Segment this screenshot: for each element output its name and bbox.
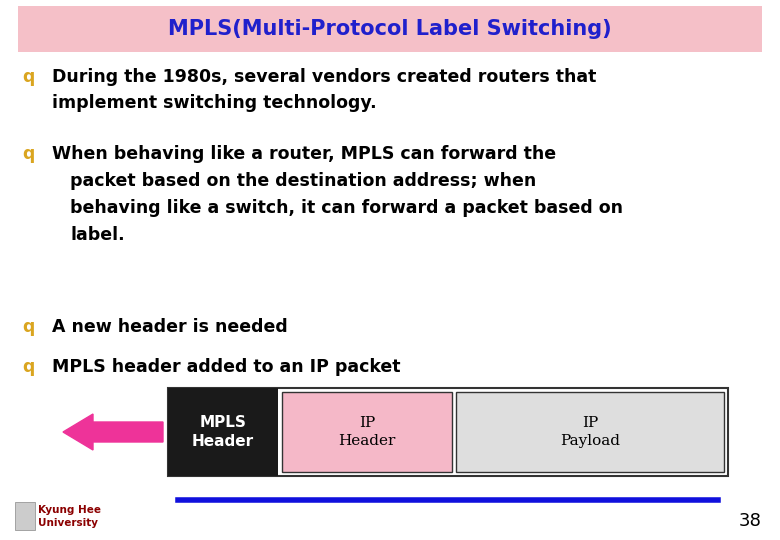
Text: Kyung Hee: Kyung Hee: [38, 505, 101, 515]
Bar: [168, 388, 728, 476]
Text: behaving like a switch, it can forward a packet based on: behaving like a switch, it can forward a…: [70, 199, 623, 217]
Text: label.: label.: [70, 226, 125, 244]
Bar: [18, 6, 762, 52]
Text: A new header is needed: A new header is needed: [52, 318, 288, 336]
Text: MPLS(Multi-Protocol Label Switching): MPLS(Multi-Protocol Label Switching): [168, 19, 612, 39]
Text: packet based on the destination address; when: packet based on the destination address;…: [70, 172, 537, 190]
Bar: [15, 502, 35, 530]
Bar: [282, 392, 452, 472]
Text: MPLS
Header: MPLS Header: [192, 415, 254, 449]
Text: University: University: [38, 518, 98, 528]
Bar: [168, 388, 278, 476]
Text: q: q: [22, 358, 34, 376]
Text: During the 1980s, several vendors created routers that
implement switching techn: During the 1980s, several vendors create…: [52, 68, 597, 112]
Text: q: q: [22, 145, 34, 163]
Text: q: q: [22, 68, 34, 86]
FancyArrow shape: [63, 414, 163, 450]
Text: 38: 38: [739, 512, 762, 530]
Text: q: q: [22, 318, 34, 336]
Bar: [456, 392, 724, 472]
Text: IP
Payload: IP Payload: [560, 416, 620, 448]
Text: IP
Header: IP Header: [339, 416, 395, 448]
Text: MPLS header added to an IP packet: MPLS header added to an IP packet: [52, 358, 400, 376]
Text: When behaving like a router, MPLS can forward the: When behaving like a router, MPLS can fo…: [52, 145, 556, 163]
